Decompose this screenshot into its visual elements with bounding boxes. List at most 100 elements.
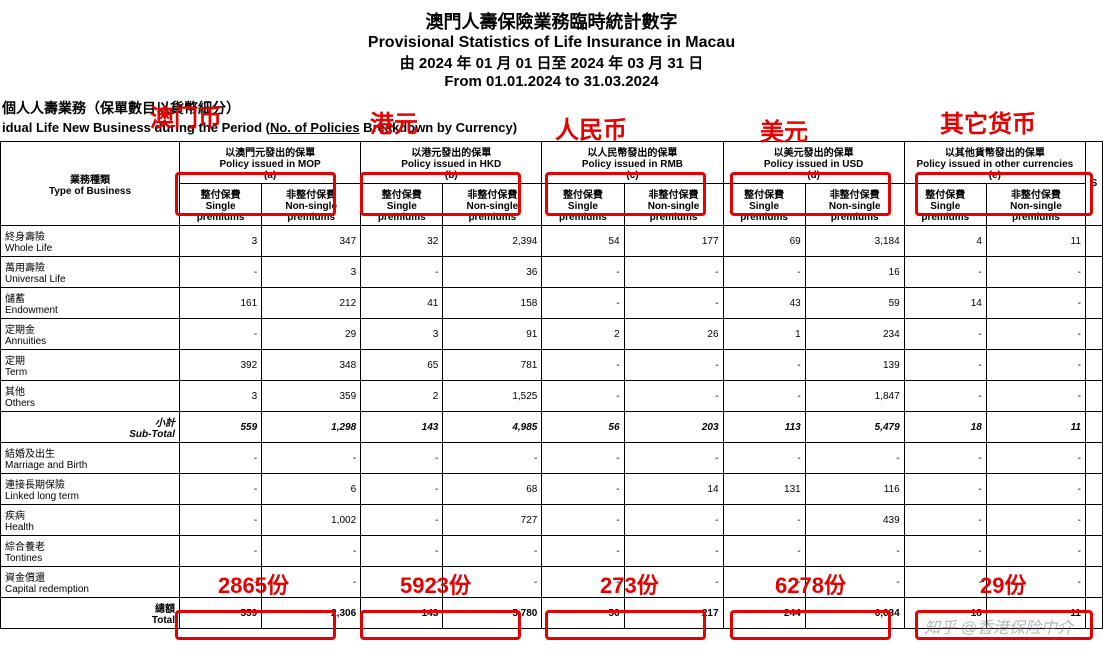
row-label: 疾病Health bbox=[1, 505, 180, 536]
cell: 113 bbox=[723, 412, 805, 443]
truncated-cell bbox=[1086, 257, 1103, 288]
truncated-cell bbox=[1086, 350, 1103, 381]
cell: - bbox=[262, 536, 361, 567]
cell: 158 bbox=[443, 288, 542, 319]
cell: - bbox=[624, 288, 723, 319]
col-single-4: 整付保費Single premiums bbox=[904, 184, 986, 226]
cell: - bbox=[986, 350, 1085, 381]
row-label: 資金償還Capital redemption bbox=[1, 567, 180, 598]
row-label: 總額Total bbox=[1, 598, 180, 629]
policies-table: 業務種類Type of Business以澳門元發出的保單Policy issu… bbox=[0, 141, 1103, 629]
row-label: 儲蓄Endowment bbox=[1, 288, 180, 319]
cell: - bbox=[542, 381, 624, 412]
table-row: 連接長期保險Linked long term-6-68-14131116-- bbox=[1, 474, 1103, 505]
cell: 11 bbox=[986, 598, 1085, 629]
cell: 14 bbox=[624, 474, 723, 505]
cell: 161 bbox=[180, 288, 262, 319]
row-label: 其他Others bbox=[1, 381, 180, 412]
cell: - bbox=[904, 474, 986, 505]
cell: 2,394 bbox=[443, 226, 542, 257]
period-en: From 01.01.2024 to 31.03.2024 bbox=[0, 73, 1103, 90]
cell: 4 bbox=[904, 226, 986, 257]
cell: 6,034 bbox=[805, 598, 904, 629]
cell: - bbox=[180, 505, 262, 536]
table-row: 綜合養老Tontines---------- bbox=[1, 536, 1103, 567]
cell: - bbox=[624, 350, 723, 381]
cell: 439 bbox=[805, 505, 904, 536]
cell: 2 bbox=[542, 319, 624, 350]
cell: 43 bbox=[723, 288, 805, 319]
cell: 143 bbox=[361, 412, 443, 443]
cell: - bbox=[180, 567, 262, 598]
table-row: 總額Total5592,3061435,780562172446,0341811 bbox=[1, 598, 1103, 629]
title-cn: 澳門人壽保險業務臨時統計數字 bbox=[0, 8, 1103, 34]
cell: 3,184 bbox=[805, 226, 904, 257]
col-single-2: 整付保費Single premiums bbox=[542, 184, 624, 226]
cell: 727 bbox=[443, 505, 542, 536]
table-row: 其他Others335921,525---1,847-- bbox=[1, 381, 1103, 412]
cell: - bbox=[542, 288, 624, 319]
truncated-cell bbox=[1086, 567, 1103, 598]
cell: 3 bbox=[262, 257, 361, 288]
cell: 5,479 bbox=[805, 412, 904, 443]
cell: - bbox=[723, 567, 805, 598]
cell: - bbox=[443, 536, 542, 567]
cell: 16 bbox=[805, 257, 904, 288]
cell: - bbox=[986, 257, 1085, 288]
cell: 18 bbox=[904, 412, 986, 443]
cell: 29 bbox=[262, 319, 361, 350]
col-nonsingle-4: 非整付保費Non-single premiums bbox=[986, 184, 1085, 226]
cell: - bbox=[986, 505, 1085, 536]
cell: 1,002 bbox=[262, 505, 361, 536]
cell: - bbox=[180, 474, 262, 505]
cell: - bbox=[542, 567, 624, 598]
col-nonsingle-0: 非整付保費Non-single premiums bbox=[262, 184, 361, 226]
cell: - bbox=[904, 257, 986, 288]
col-single-1: 整付保費Single premiums bbox=[361, 184, 443, 226]
cell: - bbox=[723, 505, 805, 536]
cell: 143 bbox=[361, 598, 443, 629]
cell: - bbox=[624, 536, 723, 567]
table-row: 終身壽險Whole Life3347322,39454177693,184411 bbox=[1, 226, 1103, 257]
col-single-3: 整付保費Single premiums bbox=[723, 184, 805, 226]
table-row: 儲蓄Endowment16121241158--435914- bbox=[1, 288, 1103, 319]
cell: 6 bbox=[262, 474, 361, 505]
cell: - bbox=[986, 567, 1085, 598]
table-row: 萬用壽險Universal Life-3-36---16-- bbox=[1, 257, 1103, 288]
row-label: 定期金Annuities bbox=[1, 319, 180, 350]
cell: 32 bbox=[361, 226, 443, 257]
cell: - bbox=[542, 474, 624, 505]
cell: - bbox=[723, 257, 805, 288]
cell: 54 bbox=[542, 226, 624, 257]
truncated-cell bbox=[1086, 288, 1103, 319]
cell: - bbox=[361, 257, 443, 288]
cell: - bbox=[624, 381, 723, 412]
cell: 11 bbox=[986, 226, 1085, 257]
cell: 41 bbox=[361, 288, 443, 319]
truncated-cell bbox=[1086, 319, 1103, 350]
cell: - bbox=[904, 536, 986, 567]
truncated-cell bbox=[1086, 443, 1103, 474]
cell: 139 bbox=[805, 350, 904, 381]
cell: - bbox=[904, 319, 986, 350]
cell: 36 bbox=[443, 257, 542, 288]
cell: 5,780 bbox=[443, 598, 542, 629]
cell: - bbox=[805, 536, 904, 567]
truncated-cell bbox=[1086, 536, 1103, 567]
type-header: 業務種類Type of Business bbox=[1, 142, 180, 226]
col-single-0: 整付保費Single premiums bbox=[180, 184, 262, 226]
row-label: 萬用壽險Universal Life bbox=[1, 257, 180, 288]
cell: - bbox=[904, 443, 986, 474]
table-row: 定期金Annuities-293912261234-- bbox=[1, 319, 1103, 350]
cell: - bbox=[443, 567, 542, 598]
cell: 348 bbox=[262, 350, 361, 381]
cell: 4,985 bbox=[443, 412, 542, 443]
cell: - bbox=[624, 257, 723, 288]
cell: - bbox=[180, 257, 262, 288]
cell: 212 bbox=[262, 288, 361, 319]
cell: 1,847 bbox=[805, 381, 904, 412]
row-label: 連接長期保險Linked long term bbox=[1, 474, 180, 505]
cell: - bbox=[805, 443, 904, 474]
cell: - bbox=[542, 505, 624, 536]
cell: 3 bbox=[180, 381, 262, 412]
